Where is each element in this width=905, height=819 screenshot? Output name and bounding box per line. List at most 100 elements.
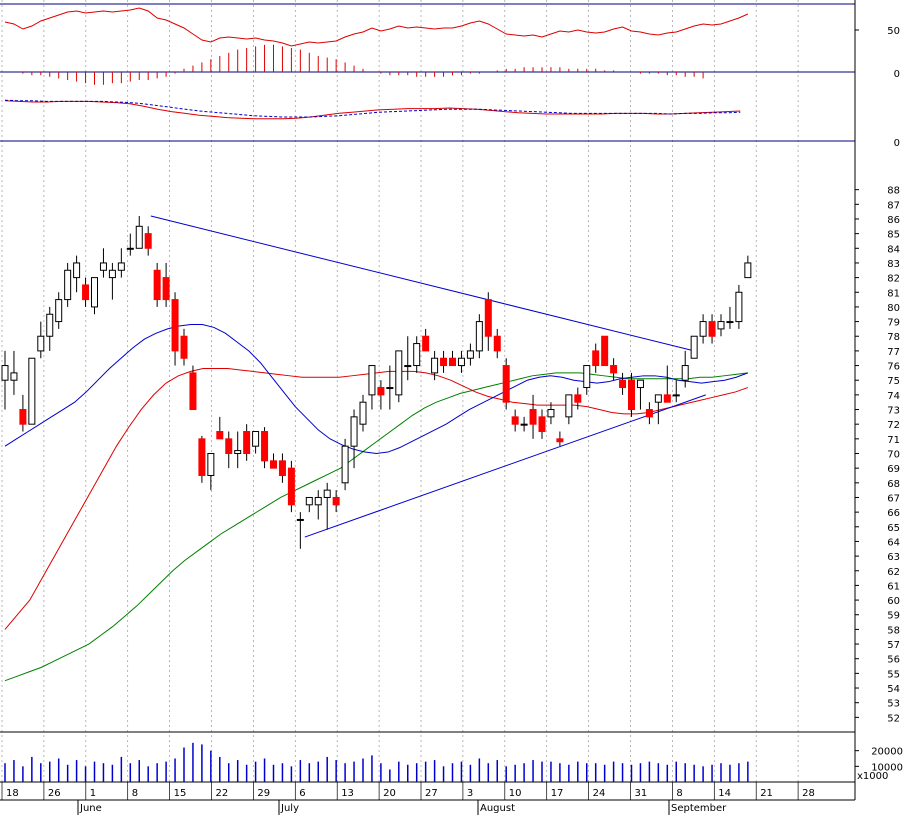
candle-body bbox=[19, 409, 27, 425]
candle-body bbox=[37, 335, 45, 352]
candle-body bbox=[126, 247, 134, 250]
candle-body bbox=[583, 365, 591, 389]
signal-line bbox=[4, 99, 741, 118]
day-label: 17 bbox=[551, 788, 564, 799]
price-tick-label: 56 bbox=[887, 655, 900, 666]
support-trendline bbox=[304, 394, 706, 538]
price-tick-label: 84 bbox=[887, 244, 900, 255]
candle-body bbox=[502, 365, 510, 403]
candle-body bbox=[681, 365, 689, 381]
candle-body bbox=[431, 357, 439, 374]
price-tick-label: 64 bbox=[887, 537, 900, 548]
candle-body bbox=[341, 445, 349, 484]
day-label: 1 bbox=[90, 788, 96, 799]
price-tick-label: 83 bbox=[887, 259, 900, 270]
price-tick-label: 88 bbox=[887, 186, 900, 197]
price-tick-label: 77 bbox=[887, 347, 900, 358]
day-label: 3 bbox=[467, 788, 473, 799]
price-tick-label: 75 bbox=[887, 376, 900, 387]
price-tick-label: 81 bbox=[887, 288, 900, 299]
candle-body bbox=[547, 409, 555, 418]
candle-body bbox=[117, 262, 125, 271]
macd-zero-label: 0 bbox=[894, 138, 900, 149]
day-label: 14 bbox=[718, 788, 731, 799]
price-tick-label: 70 bbox=[887, 450, 900, 461]
candle-body bbox=[1, 365, 9, 381]
candle-body bbox=[645, 409, 653, 418]
price-tick-label: 60 bbox=[887, 596, 900, 607]
macd-line bbox=[4, 100, 741, 120]
day-label: 27 bbox=[425, 788, 438, 799]
price-tick-label: 86 bbox=[887, 215, 900, 226]
month-label: July bbox=[280, 803, 299, 814]
price-tick-label: 55 bbox=[887, 669, 900, 680]
volume-tick-label: 20000 bbox=[871, 747, 903, 758]
candle-body bbox=[565, 394, 573, 418]
candle-body bbox=[314, 496, 322, 506]
candle-body bbox=[395, 350, 403, 396]
price-tick-label: 73 bbox=[887, 406, 900, 417]
candle-body bbox=[46, 313, 54, 337]
candle-body bbox=[10, 372, 18, 381]
resistance-trendline bbox=[150, 215, 695, 352]
candle-body bbox=[55, 299, 63, 323]
candle-body bbox=[484, 299, 492, 337]
candle-body bbox=[296, 518, 304, 521]
day-label: 21 bbox=[760, 788, 773, 799]
candle-body bbox=[305, 496, 313, 506]
price-tick-label: 78 bbox=[887, 332, 900, 343]
candle-body bbox=[717, 321, 725, 330]
candle-body bbox=[198, 438, 206, 476]
day-label: 20 bbox=[383, 788, 396, 799]
candle-body bbox=[386, 387, 394, 390]
candle-body bbox=[162, 277, 170, 301]
candle-body bbox=[234, 450, 242, 454]
price-tick-label: 53 bbox=[887, 699, 900, 710]
candle-body bbox=[207, 453, 215, 476]
candle-body bbox=[529, 409, 537, 425]
candle-body bbox=[171, 299, 179, 352]
day-label: 15 bbox=[174, 788, 187, 799]
candle-body bbox=[735, 291, 743, 323]
candle-body bbox=[672, 394, 680, 397]
price-tick-label: 69 bbox=[887, 464, 900, 475]
candle-body bbox=[708, 321, 716, 337]
candle-body bbox=[180, 335, 188, 359]
candle-body bbox=[440, 357, 448, 367]
candle-body bbox=[144, 233, 152, 249]
price-tick-label: 82 bbox=[887, 274, 900, 285]
day-label: 13 bbox=[341, 788, 354, 799]
rsi-tick-label: 50 bbox=[887, 26, 900, 37]
rsi-zero-label: 0 bbox=[894, 69, 900, 80]
candle-body bbox=[73, 262, 81, 279]
candle-body bbox=[690, 335, 698, 359]
candle-body bbox=[368, 365, 376, 396]
candle-body bbox=[261, 431, 269, 462]
candle-body bbox=[278, 460, 286, 476]
candle-body bbox=[449, 357, 456, 367]
candle-body bbox=[413, 343, 421, 367]
candle-body bbox=[636, 379, 644, 389]
day-label: 8 bbox=[132, 788, 138, 799]
day-label: 31 bbox=[635, 788, 648, 799]
candle-body bbox=[287, 467, 295, 506]
candle-body bbox=[108, 269, 116, 279]
candle-body bbox=[726, 321, 734, 324]
candle-body bbox=[404, 365, 412, 368]
price-tick-label: 63 bbox=[887, 552, 900, 563]
candle-body bbox=[225, 438, 233, 454]
price-tick-label: 74 bbox=[887, 391, 900, 402]
month-label: August bbox=[480, 803, 515, 814]
price-tick-label: 58 bbox=[887, 625, 900, 636]
price-tick-label: 61 bbox=[887, 581, 900, 592]
candle-body bbox=[153, 269, 161, 301]
price-tick-label: 76 bbox=[887, 362, 900, 373]
day-label: 29 bbox=[257, 788, 270, 799]
price-tick-label: 67 bbox=[887, 493, 900, 504]
month-label: September bbox=[671, 803, 727, 814]
price-tick-label: 68 bbox=[887, 479, 900, 490]
candle-body bbox=[493, 335, 501, 352]
candle-body bbox=[574, 394, 582, 403]
candle-body bbox=[350, 416, 358, 447]
candle-body bbox=[511, 416, 519, 425]
